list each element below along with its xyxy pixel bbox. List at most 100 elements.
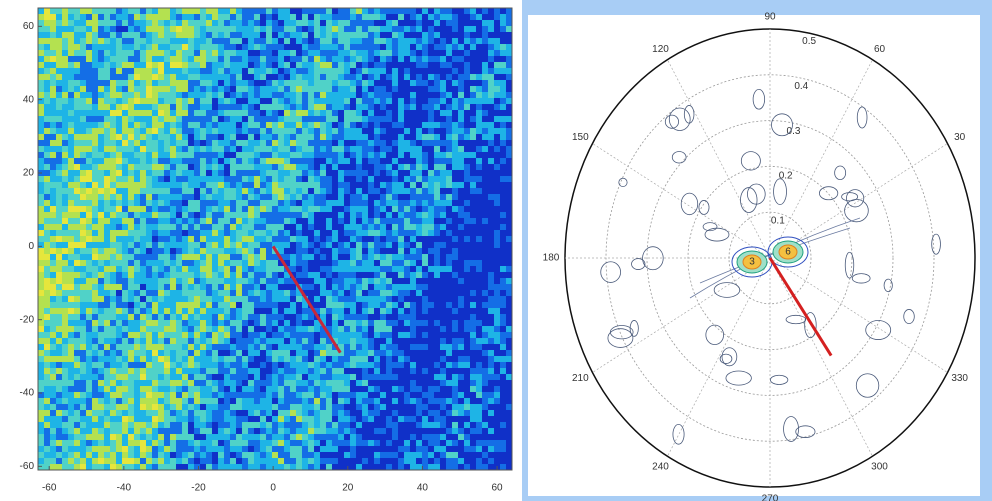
heatmap-cell: [440, 290, 446, 296]
heatmap-cell: [56, 134, 62, 140]
heatmap-cell: [218, 26, 224, 32]
heatmap-cell: [170, 116, 176, 122]
heatmap-cell: [44, 110, 50, 116]
heatmap-cell: [176, 86, 182, 92]
heatmap-cell: [452, 50, 458, 56]
heatmap-cell: [122, 104, 128, 110]
heatmap-cell: [422, 266, 428, 272]
heatmap-cell: [158, 44, 164, 50]
heatmap-cell: [200, 224, 206, 230]
heatmap-cell: [128, 332, 134, 338]
heatmap-cell: [110, 32, 116, 38]
heatmap-cell: [476, 92, 482, 98]
heatmap-cell: [272, 320, 278, 326]
heatmap-cell: [332, 200, 338, 206]
heatmap-cell: [116, 50, 122, 56]
heatmap-cell: [452, 158, 458, 164]
heatmap-cell: [308, 356, 314, 362]
heatmap-cell: [356, 362, 362, 368]
heatmap-cell: [230, 356, 236, 362]
heatmap-cell: [44, 296, 50, 302]
heatmap-cell: [182, 206, 188, 212]
heatmap-cell: [254, 26, 260, 32]
heatmap-cell: [356, 182, 362, 188]
heatmap-cell: [242, 146, 248, 152]
heatmap-cell: [254, 134, 260, 140]
heatmap-cell: [494, 104, 500, 110]
heatmap-cell: [278, 350, 284, 356]
heatmap-cell: [254, 62, 260, 68]
heatmap-cell: [128, 98, 134, 104]
heatmap-cell: [296, 182, 302, 188]
heatmap-cell: [410, 230, 416, 236]
heatmap-cell: [350, 14, 356, 20]
heatmap-cell: [158, 188, 164, 194]
heatmap-cell: [416, 164, 422, 170]
heatmap-cell: [68, 146, 74, 152]
heatmap-cell: [416, 314, 422, 320]
heatmap-cell: [140, 350, 146, 356]
heatmap-cell: [170, 344, 176, 350]
heatmap-cell: [236, 212, 242, 218]
heatmap-cell: [470, 362, 476, 368]
heatmap-cell: [500, 284, 506, 290]
heatmap-cell: [182, 86, 188, 92]
heatmap-cell: [506, 242, 512, 248]
heatmap-cell: [122, 32, 128, 38]
heatmap-cell: [224, 278, 230, 284]
heatmap-cell: [212, 116, 218, 122]
heatmap-cell: [476, 218, 482, 224]
heatmap-cell: [452, 362, 458, 368]
heatmap-cell: [74, 50, 80, 56]
heatmap-cell: [68, 320, 74, 326]
heatmap-cell: [476, 50, 482, 56]
heatmap-cell: [380, 140, 386, 146]
heatmap-cell: [422, 14, 428, 20]
heatmap-cell: [488, 284, 494, 290]
heatmap-cell: [170, 80, 176, 86]
heatmap-cell: [272, 152, 278, 158]
heatmap-cell: [296, 8, 302, 14]
heatmap-cell: [344, 146, 350, 152]
heatmap-cell: [476, 278, 482, 284]
heatmap-cell: [404, 344, 410, 350]
heatmap-cell: [374, 320, 380, 326]
heatmap-cell: [272, 134, 278, 140]
heatmap-cell: [494, 362, 500, 368]
heatmap-cell: [242, 242, 248, 248]
heatmap-cell: [488, 206, 494, 212]
heatmap-cell: [380, 38, 386, 44]
heatmap-cell: [50, 146, 56, 152]
heatmap-cell: [476, 80, 482, 86]
heatmap-cell: [182, 188, 188, 194]
heatmap-cell: [44, 92, 50, 98]
heatmap-cell: [164, 86, 170, 92]
heatmap-cell: [188, 206, 194, 212]
heatmap-cell: [80, 140, 86, 146]
heatmap-cell: [80, 20, 86, 26]
heatmap-cell: [164, 32, 170, 38]
heatmap-cell: [308, 26, 314, 32]
heatmap-cell: [314, 368, 320, 374]
heatmap-cell: [482, 338, 488, 344]
heatmap-cell: [146, 344, 152, 350]
heatmap-cell: [410, 374, 416, 380]
heatmap-cell: [452, 380, 458, 386]
heatmap-cell: [128, 44, 134, 50]
heatmap-cell: [44, 134, 50, 140]
heatmap-cell: [38, 218, 44, 224]
heatmap-cell: [332, 314, 338, 320]
heatmap-cell: [50, 254, 56, 260]
heatmap-cell: [386, 8, 392, 14]
heatmap-cell: [152, 98, 158, 104]
heatmap-cell: [356, 134, 362, 140]
heatmap-cell: [500, 200, 506, 206]
heatmap-cell: [56, 146, 62, 152]
heatmap-cell: [344, 50, 350, 56]
heatmap-cell: [182, 212, 188, 218]
heatmap-cell: [494, 86, 500, 92]
heatmap-cell: [266, 14, 272, 20]
heatmap-cell: [464, 272, 470, 278]
heatmap-cell: [44, 176, 50, 182]
heatmap-cell: [62, 170, 68, 176]
